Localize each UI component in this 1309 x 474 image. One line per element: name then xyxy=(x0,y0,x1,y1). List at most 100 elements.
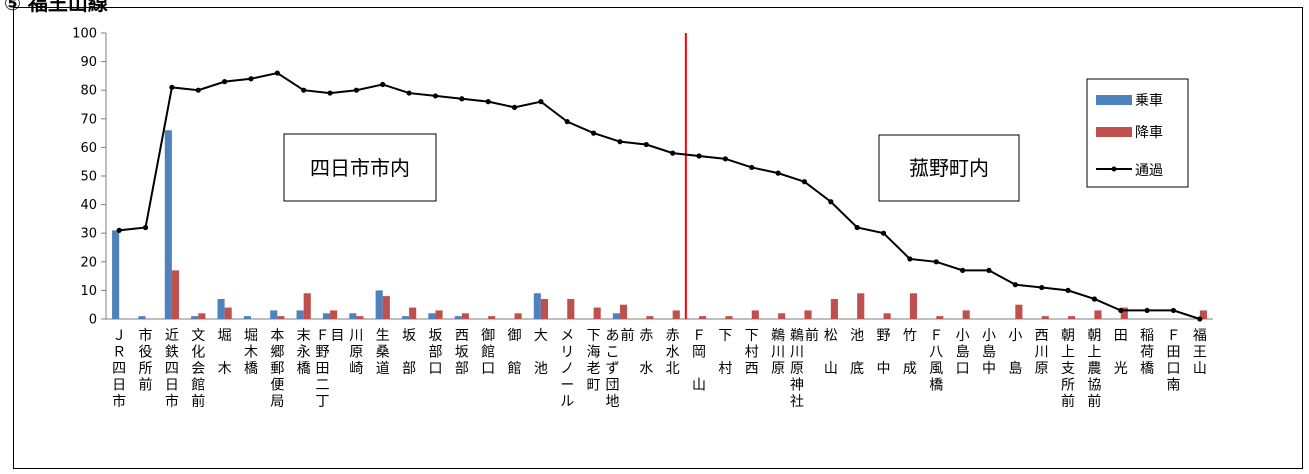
bar-alighting xyxy=(514,313,522,319)
x-axis-label-char: 四 xyxy=(165,361,179,377)
point-passing xyxy=(801,179,808,185)
x-axis-label-char: 文 xyxy=(191,328,205,344)
x-axis-label-char: 日 xyxy=(112,378,126,394)
x-axis-label-char: 郷 xyxy=(270,345,284,361)
x-axis-label: 赤 水 xyxy=(639,328,653,377)
x-axis-label-char xyxy=(718,345,732,361)
x-axis-label-char xyxy=(1114,345,1128,361)
point-passing xyxy=(722,156,728,162)
x-axis-label: 西坂部 xyxy=(455,328,469,377)
x-axis-label-char: 成 xyxy=(903,361,917,377)
bar-alighting xyxy=(725,316,733,319)
x-axis-label-char: 南 xyxy=(1166,378,1180,394)
x-axis-label-char: 原 xyxy=(1035,361,1049,377)
point-passing xyxy=(749,164,755,171)
x-axis-label-char xyxy=(903,345,917,361)
x-axis-label-char: 郵 xyxy=(270,361,284,377)
x-axis-label-char: 底 xyxy=(850,361,864,377)
legend-label-passing: 通過 xyxy=(1135,163,1163,179)
bar-boarding xyxy=(270,310,278,319)
bar-boarding xyxy=(191,316,199,319)
bar-alighting xyxy=(962,310,970,319)
bar-alighting xyxy=(619,304,628,319)
x-axis-label-char: 前 xyxy=(620,327,634,344)
x-axis-label-char: 所 xyxy=(139,361,153,377)
x-axis-label-char xyxy=(692,361,706,377)
x-axis-label-char: ず xyxy=(605,361,619,377)
x-axis-label-char xyxy=(1008,345,1022,361)
x-axis-label-char: 館 xyxy=(191,377,205,394)
x-axis-label-char: 水 xyxy=(639,361,653,377)
bar-alighting xyxy=(435,310,443,319)
x-axis-label-char: 桑 xyxy=(376,345,390,361)
x-axis-label: 坂部口 xyxy=(428,328,442,377)
x-axis-label-char: 八 xyxy=(929,345,943,361)
bar-alighting xyxy=(830,298,838,319)
x-axis-label-char: 地 xyxy=(605,394,619,410)
x-axis-label: 福王山 xyxy=(1193,328,1207,377)
x-axis-label: 坂 部 xyxy=(402,328,416,377)
x-axis-label-char: リ xyxy=(560,345,574,361)
point-passing xyxy=(828,199,834,205)
x-axis-label-char: 下 xyxy=(587,328,601,344)
point-passing xyxy=(459,96,465,102)
point-passing xyxy=(353,87,359,93)
x-axis-label-char: 小 xyxy=(956,328,970,344)
x-axis-label-char: メ xyxy=(560,328,574,344)
x-axis-label-char xyxy=(402,345,416,361)
x-axis-label-char: ル xyxy=(560,394,574,410)
x-axis-label-char: 野 xyxy=(316,345,330,361)
x-axis-label-char: 池 xyxy=(534,361,548,377)
bar-alighting xyxy=(1094,310,1102,319)
x-axis-label-char: 鉄 xyxy=(165,345,179,361)
x-axis-label-char: 部 xyxy=(455,361,469,377)
x-axis-label-char xyxy=(508,345,522,361)
y-tick-label: 80 xyxy=(80,84,97,99)
x-axis-label-char: 館 xyxy=(481,344,495,361)
point-passing xyxy=(986,267,992,273)
x-axis-label-char: 永 xyxy=(297,345,311,361)
x-axis-label-char: 鵜 xyxy=(790,328,804,344)
x-axis-label-char: 日 xyxy=(165,378,179,394)
point-passing xyxy=(248,76,254,82)
y-tick-label: 70 xyxy=(80,112,97,127)
x-axis-label-char: 下 xyxy=(745,328,759,344)
x-axis-label-char: 本 xyxy=(270,328,284,344)
x-axis-label-char: 橋 xyxy=(244,361,258,377)
x-axis-label-char: 小 xyxy=(1008,328,1022,344)
point-passing xyxy=(696,153,702,159)
bar-boarding xyxy=(612,313,620,319)
x-axis-label-char: 役 xyxy=(139,345,153,361)
point-passing xyxy=(142,224,149,231)
point-passing xyxy=(854,224,860,231)
x-axis-label-char: 原 xyxy=(790,361,804,377)
x-axis-label-char: 坂 xyxy=(402,328,416,344)
x-axis-label-char: 海 xyxy=(587,345,601,361)
point-passing xyxy=(485,99,491,105)
x-axis-label-char: 松 xyxy=(824,328,838,344)
x-axis-label-char: 前 xyxy=(1061,393,1075,410)
bar-alighting xyxy=(804,310,812,319)
point-passing xyxy=(564,119,570,125)
x-axis-label-char: 上 xyxy=(1087,345,1101,361)
bar-alighting xyxy=(1015,304,1023,319)
bar-alighting xyxy=(751,310,759,319)
x-axis-label-char: 橋 xyxy=(1140,361,1154,377)
bar-alighting xyxy=(909,293,918,319)
line-passing xyxy=(119,71,1201,320)
x-axis-label-char: 坂 xyxy=(428,328,442,344)
y-tick-label: 60 xyxy=(80,141,97,156)
bar-alighting xyxy=(461,313,469,319)
x-axis-label-char: 池 xyxy=(850,328,864,344)
x-axis-label-char: Ｆ xyxy=(1166,328,1180,344)
bar-alighting xyxy=(672,310,680,319)
point-passing xyxy=(169,84,175,90)
x-axis-label-char: 島 xyxy=(956,345,970,361)
point-passing xyxy=(406,90,412,96)
x-axis-label: 小 島 xyxy=(1008,328,1022,377)
chart-axes: 0 10 20 30 40 50 60 70 80 90 100 xyxy=(72,27,1213,328)
